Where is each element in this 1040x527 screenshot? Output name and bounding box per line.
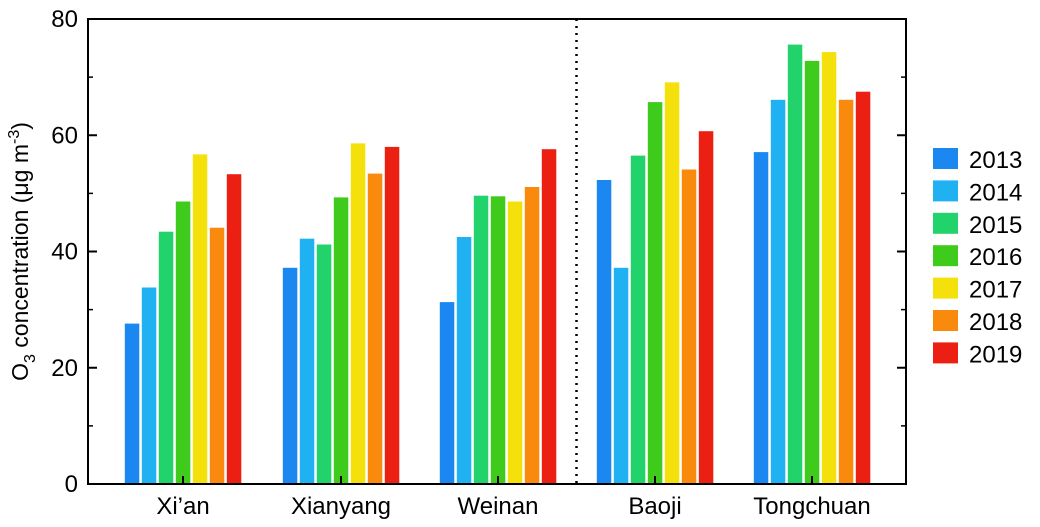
x-tick-label: Xi’an [156,493,209,520]
legend-label-2015: 2015 [969,212,1022,239]
x-tick-label: Tongchuan [753,493,870,520]
legend-swatch-2017 [933,277,958,299]
legend-label-2013: 2013 [969,147,1022,174]
bar-2014-xian [141,287,157,484]
x-tick-label: Xianyang [291,493,391,520]
y-tick-label: 20 [51,355,78,382]
legend-label-2016: 2016 [969,244,1022,271]
bar-2015-weinan [473,195,489,484]
bar-2017-xianyang [350,143,366,484]
legend-swatch-2014 [933,180,958,202]
bar-2016-baoji [647,102,663,484]
bar-2014-tongchuan [770,99,786,485]
bar-2018-tongchuan [838,99,854,485]
bar-2013-tongchuan [753,152,769,484]
bar-2017-xian [192,154,208,484]
legend-swatch-2016 [933,245,958,267]
bar-2018-xianyang [367,173,383,484]
bar-2015-tongchuan [787,44,803,484]
y-tick-label: 80 [51,6,78,33]
legend-swatch-2013 [933,148,958,169]
legend-label-2017: 2017 [969,277,1022,304]
y-axis-ticks: 0 20 40 60 80 [51,6,906,498]
bar-2019-baoji [698,131,714,484]
bar-2013-weinan [439,302,455,484]
bar-2015-xian [158,231,174,484]
bar-2018-baoji [681,169,697,484]
bar-2019-xianyang [384,146,400,484]
bar-2016-xian [175,201,191,484]
bar-2019-tongchuan [855,91,871,484]
bar-2018-xian [209,227,225,484]
legend-label-2014: 2014 [969,179,1022,206]
legend-swatch-2018 [933,310,958,331]
x-tick-label: Baoji [628,493,681,520]
y-axis-title: O3 concentration (μg m-3) [6,122,39,381]
bar-2017-tongchuan [821,52,837,484]
bar-2016-weinan [490,196,506,485]
bar-2013-xianyang [282,267,298,484]
bar-2014-weinan [456,237,472,484]
bar-2017-weinan [507,201,523,484]
bar-2015-baoji [630,155,646,484]
bar-2014-xianyang [299,238,315,484]
bar-2013-xian [124,323,140,484]
bar-2013-baoji [596,180,612,484]
legend-label-2019: 2019 [969,341,1022,368]
y-tick-label: 0 [65,471,78,498]
legend-swatch-2019 [933,342,958,364]
x-tick-label: Weinan [458,493,539,520]
bar-2019-weinan [541,149,557,484]
bar-2015-xianyang [316,244,332,484]
bar-2016-tongchuan [804,60,820,485]
legend: 2013 2014 2015 2016 2017 2018 2019 [933,147,1022,368]
bars-layer [124,44,871,485]
bar-2019-xian [226,174,242,484]
y-tick-label: 60 [51,122,78,149]
y-tick-label: 40 [51,239,78,266]
bar-2016-xianyang [333,197,349,484]
bar-2017-baoji [664,82,680,485]
legend-label-2018: 2018 [969,309,1022,336]
x-axis-ticks: Xi’an Xianyang Weinan Baoji Tongchuan [156,476,871,520]
legend-swatch-2015 [933,212,958,234]
bar-2018-weinan [524,187,540,484]
bar-2014-baoji [613,267,629,484]
